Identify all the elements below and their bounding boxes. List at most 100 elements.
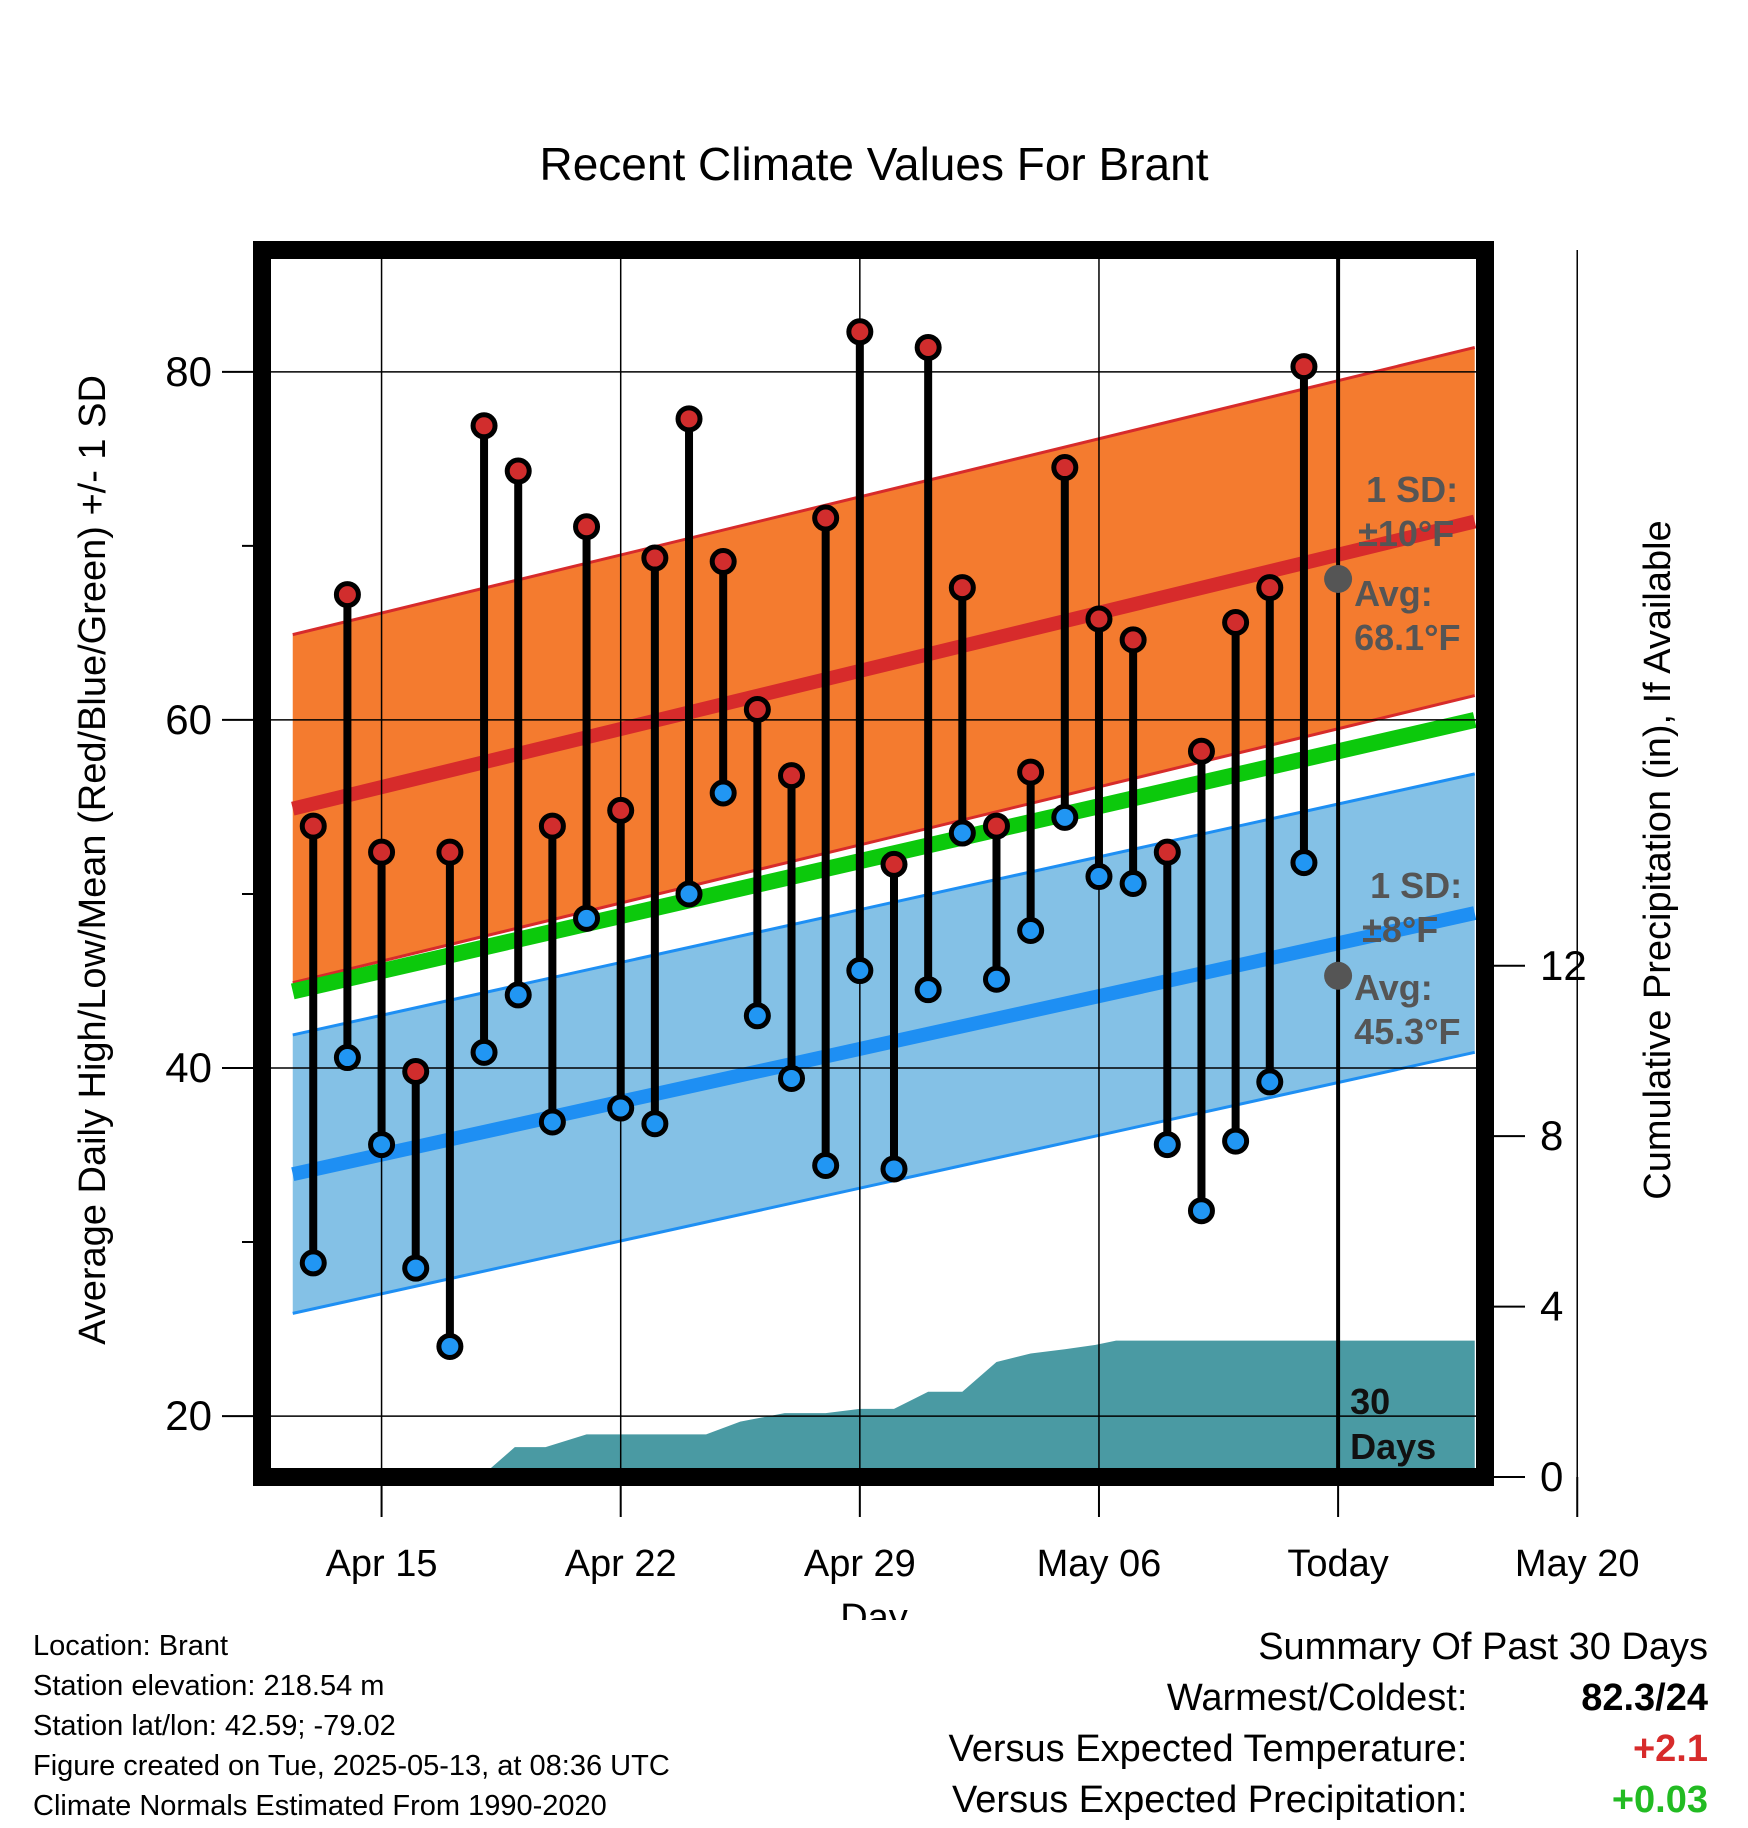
daily-low-point	[368, 1131, 396, 1159]
x-tick-label: Apr 22	[565, 1543, 677, 1585]
plot-frame	[253, 241, 1494, 1486]
daily-low-point	[846, 957, 874, 985]
daily-high-point	[1290, 353, 1318, 381]
y2-tick-label: 0	[1540, 1453, 1563, 1500]
normals-text: Climate Normals Estimated From 1990-2020	[33, 1790, 607, 1822]
x-tick-label: Apr 29	[804, 1543, 916, 1585]
high-avg-label: Avg:	[1354, 573, 1433, 614]
x-tick-label: May 06	[1037, 1543, 1162, 1585]
today-average-marker	[1324, 961, 1353, 990]
daily-high-point	[641, 544, 669, 572]
precip-label: Versus Expected Precipitation:	[952, 1779, 1468, 1821]
normal-low-lower-edge	[292, 1050, 1476, 1315]
daily-low-point	[1017, 917, 1045, 945]
daily-low-point	[812, 1151, 840, 1179]
daily-low-point	[948, 819, 976, 847]
daily-low-point	[1153, 1131, 1181, 1159]
daily-high-point	[299, 812, 327, 840]
y2-axis-label: Cumulative Precipitation (in), If Availa…	[1637, 520, 1679, 1199]
summary-title: Summary Of Past 30 Days	[1258, 1626, 1708, 1668]
daily-high-point	[573, 513, 601, 541]
daily-high-point	[1153, 838, 1181, 866]
daily-high-point	[1187, 737, 1215, 765]
daily-low-point	[675, 880, 703, 908]
daily-low-point	[607, 1094, 635, 1122]
daily-low-point	[778, 1064, 806, 1092]
y2-tick-label: 12	[1540, 942, 1587, 989]
daily-high-point	[368, 838, 396, 866]
low-sd-label: 1 SD:	[1370, 865, 1462, 906]
x-tick-label: Apr 15	[326, 1543, 438, 1585]
normal-high-normal-line	[291, 514, 1477, 816]
x-tick-label: Today	[1287, 1543, 1388, 1585]
daily-high-point	[1085, 605, 1113, 633]
daily-low-point	[1119, 870, 1147, 898]
today-average-marker	[1324, 564, 1353, 593]
y2-tick-label: 4	[1540, 1283, 1563, 1330]
temp-row: Versus Expected Temperature: +2.1	[949, 1724, 1708, 1775]
daily-high-point	[436, 838, 464, 866]
y-axis-label: Average Daily High/Low/Mean (Red/Blue/Gr…	[72, 375, 114, 1345]
daily-low-point	[1256, 1068, 1284, 1096]
daily-high-point	[1222, 608, 1250, 636]
normal-low-normal-line	[291, 906, 1477, 1182]
daily-high-point	[1017, 758, 1045, 786]
daily-high-point	[1256, 574, 1284, 602]
temp-value: +2.1	[1632, 1728, 1708, 1770]
daily-low-point	[573, 904, 601, 932]
daily-low-point	[299, 1249, 327, 1277]
window-label-number: 30	[1350, 1381, 1390, 1422]
daily-low-point	[333, 1044, 361, 1072]
low-sd-value: ±8°F	[1362, 909, 1438, 950]
daily-high-point	[402, 1057, 430, 1085]
daily-high-point	[538, 812, 566, 840]
chart-title: Recent Climate Values For Brant	[540, 138, 1209, 190]
created-text: Figure created on Tue, 2025-05-13, at 08…	[33, 1750, 670, 1782]
daily-high-point	[709, 548, 737, 576]
x-tick-label: May 20	[1515, 1543, 1640, 1585]
daily-low-point	[1187, 1197, 1215, 1225]
low-avg-value: 45.3°F	[1354, 1011, 1460, 1052]
window-label-days: Days	[1350, 1426, 1436, 1467]
high-avg-value: 68.1°F	[1354, 617, 1460, 658]
daily-high-point	[948, 574, 976, 602]
daily-low-point	[1290, 849, 1318, 877]
warmest-value: 82.3/24	[1581, 1677, 1708, 1719]
warmest-label: Warmest/Coldest:	[1166, 1677, 1468, 1719]
x-axis-label: Day	[840, 1597, 908, 1620]
daily-low-point	[880, 1155, 908, 1183]
latlon-text: Station lat/lon: 42.59; -79.02	[33, 1710, 396, 1742]
daily-low-point	[538, 1108, 566, 1136]
daily-high-point	[880, 850, 908, 878]
daily-high-point	[470, 412, 498, 440]
daily-high-point	[1119, 626, 1147, 654]
daily-high-point	[607, 796, 635, 824]
daily-high-point	[812, 504, 840, 532]
daily-low-point	[641, 1110, 669, 1138]
daily-low-point	[1051, 803, 1079, 831]
summary-panel: Summary Of Past 30 Days Warmest/Coldest:…	[949, 1622, 1708, 1826]
daily-low-point	[914, 976, 942, 1004]
daily-high-point	[846, 318, 874, 346]
daily-high-point	[914, 333, 942, 361]
precipitation-area	[480, 1340, 1475, 1477]
location-text: Location: Brant	[33, 1630, 229, 1662]
station-info: Location: Brant Station elevation: 218.5…	[33, 1626, 670, 1826]
y-tick-label: 40	[165, 1044, 212, 1091]
daily-high-point	[333, 581, 361, 609]
warmest-row: Warmest/Coldest: 82.3/24	[949, 1673, 1708, 1724]
temp-label: Versus Expected Temperature:	[948, 1728, 1468, 1770]
y-tick-label: 60	[165, 696, 212, 743]
daily-low-point	[743, 1002, 771, 1030]
y-tick-label: 80	[165, 348, 212, 395]
daily-low-point	[1085, 863, 1113, 891]
daily-high-point	[504, 457, 532, 485]
daily-high-point	[982, 812, 1010, 840]
daily-low-point	[709, 779, 737, 807]
daily-low-point	[436, 1332, 464, 1360]
normal-high-upper-edge	[292, 346, 1476, 637]
daily-high-point	[743, 695, 771, 723]
daily-low-point	[504, 981, 532, 1009]
y-tick-label: 20	[165, 1392, 212, 1439]
daily-low-point	[470, 1038, 498, 1066]
